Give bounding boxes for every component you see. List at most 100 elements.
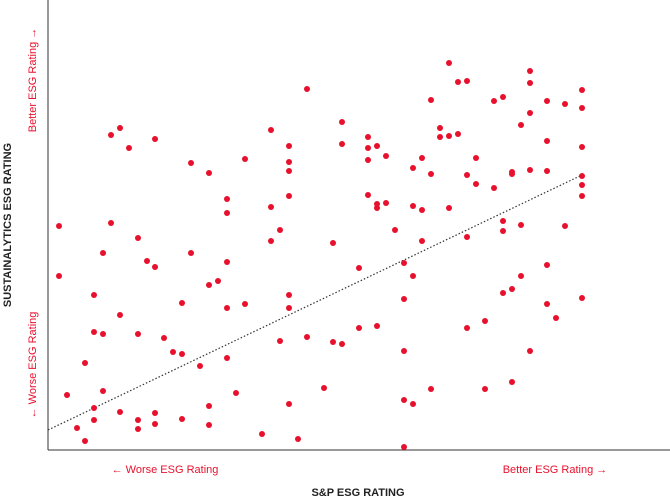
point xyxy=(286,401,292,407)
point xyxy=(437,125,443,131)
point xyxy=(179,416,185,422)
point xyxy=(392,227,398,233)
point xyxy=(161,335,167,341)
point xyxy=(419,155,425,161)
point xyxy=(179,351,185,357)
point xyxy=(579,87,585,93)
point xyxy=(410,401,416,407)
point xyxy=(482,318,488,324)
point xyxy=(100,331,106,337)
point xyxy=(100,250,106,256)
point xyxy=(286,193,292,199)
point xyxy=(100,388,106,394)
point xyxy=(356,265,362,271)
point xyxy=(215,278,221,284)
point xyxy=(206,403,212,409)
point xyxy=(179,300,185,306)
y-high-label: Better ESG Rating → xyxy=(27,28,39,133)
point xyxy=(56,273,62,279)
point xyxy=(135,426,141,432)
point xyxy=(117,409,123,415)
point xyxy=(74,425,80,431)
point xyxy=(446,133,452,139)
point xyxy=(321,385,327,391)
point xyxy=(277,227,283,233)
point xyxy=(365,134,371,140)
point xyxy=(518,122,524,128)
point xyxy=(286,305,292,311)
point xyxy=(419,238,425,244)
point xyxy=(428,171,434,177)
point xyxy=(500,218,506,224)
point xyxy=(579,173,585,179)
point xyxy=(206,422,212,428)
point xyxy=(304,334,310,340)
point xyxy=(464,325,470,331)
point xyxy=(491,98,497,104)
point xyxy=(356,325,362,331)
point xyxy=(518,273,524,279)
point xyxy=(410,165,416,171)
point xyxy=(527,80,533,86)
point xyxy=(152,264,158,270)
point xyxy=(224,196,230,202)
point xyxy=(544,138,550,144)
point xyxy=(553,315,559,321)
point xyxy=(224,259,230,265)
point xyxy=(401,397,407,403)
point xyxy=(544,98,550,104)
point xyxy=(374,205,380,211)
point xyxy=(579,193,585,199)
point xyxy=(135,417,141,423)
point xyxy=(242,156,248,162)
point xyxy=(242,301,248,307)
point xyxy=(91,292,97,298)
point xyxy=(562,101,568,107)
y-axis-title: SUSTAINALYTICS ESG RATING xyxy=(2,143,14,307)
point xyxy=(286,168,292,174)
point xyxy=(428,97,434,103)
point xyxy=(527,167,533,173)
point xyxy=(91,405,97,411)
point xyxy=(304,86,310,92)
point xyxy=(339,341,345,347)
point xyxy=(509,171,515,177)
y-low-label: ← Worse ESG Rating xyxy=(27,312,39,419)
point xyxy=(188,250,194,256)
point xyxy=(268,127,274,133)
point xyxy=(446,205,452,211)
point xyxy=(286,143,292,149)
point xyxy=(500,94,506,100)
point xyxy=(374,323,380,329)
x-axis-title: S&P ESG RATING xyxy=(311,487,404,499)
point xyxy=(365,192,371,198)
point xyxy=(491,185,497,191)
point xyxy=(509,286,515,292)
point xyxy=(152,421,158,427)
point xyxy=(64,392,70,398)
point xyxy=(374,143,380,149)
point xyxy=(330,339,336,345)
point xyxy=(135,235,141,241)
point xyxy=(224,210,230,216)
point xyxy=(579,182,585,188)
point xyxy=(500,290,506,296)
point xyxy=(91,417,97,423)
point xyxy=(410,203,416,209)
point xyxy=(286,292,292,298)
point xyxy=(544,301,550,307)
point xyxy=(339,119,345,125)
point xyxy=(82,438,88,444)
point xyxy=(152,410,158,416)
point xyxy=(56,223,62,229)
point xyxy=(428,386,434,392)
point xyxy=(268,204,274,210)
point xyxy=(152,136,158,142)
point xyxy=(383,200,389,206)
point xyxy=(330,240,336,246)
point xyxy=(464,172,470,178)
point xyxy=(91,329,97,335)
point xyxy=(419,207,425,213)
point xyxy=(126,145,132,151)
